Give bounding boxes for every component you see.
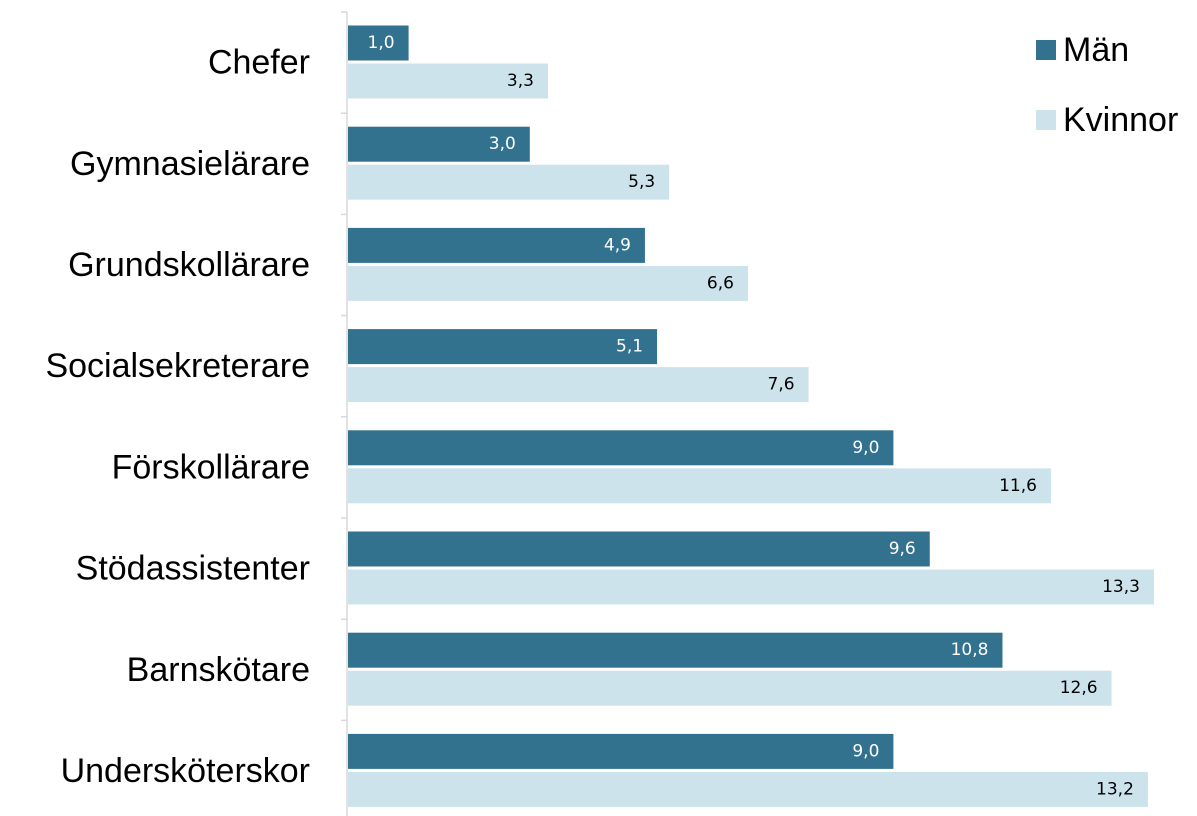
bar-kvinnor [348, 367, 809, 403]
bar-kvinnor [348, 265, 748, 301]
category-label: Gymnasielärare [70, 145, 310, 183]
data-label: 13,2 [1096, 779, 1134, 799]
bar-man [348, 733, 894, 769]
data-label: 7,6 [768, 375, 795, 395]
data-label: 6,6 [707, 273, 734, 293]
data-label: 1,0 [368, 33, 395, 53]
data-label: 9,0 [852, 741, 879, 761]
legend: Män Kvinnor [1036, 31, 1178, 139]
category-label: Förskollärare [112, 448, 310, 486]
axis-layer [341, 11, 348, 816]
category-label: Undersköterskor [61, 752, 310, 790]
legend-label: Män [1063, 31, 1129, 69]
bar-man [348, 329, 658, 365]
data-label: 9,6 [889, 539, 916, 559]
data-label: 5,1 [616, 337, 643, 357]
data-label: 11,6 [999, 476, 1037, 496]
bar-kvinnor [348, 569, 1154, 605]
data-label: 3,0 [489, 134, 516, 154]
category-label: Chefer [208, 44, 310, 82]
bar-man [348, 531, 930, 567]
bar-kvinnor [348, 63, 548, 99]
bar-kvinnor [348, 670, 1112, 706]
bar-kvinnor [348, 468, 1051, 504]
legend-swatch [1036, 40, 1056, 60]
data-label: 13,3 [1102, 577, 1140, 597]
bars-layer [348, 25, 1154, 807]
category-label: Barnskötare [127, 651, 310, 689]
bar-man [348, 227, 645, 263]
data-label: 12,6 [1060, 678, 1098, 698]
data-label: 4,9 [604, 235, 631, 255]
bar-kvinnor [348, 771, 1148, 807]
category-label: Socialsekreterare [45, 347, 310, 385]
labels-layer: Chefer 1,0 3,3 Gymnasielärare 3,0 5,3 Grundsko… [45, 33, 1140, 799]
data-label: 9,0 [852, 438, 879, 458]
data-label: 10,8 [951, 640, 989, 660]
bar-man [348, 632, 1003, 668]
bar-man [348, 126, 530, 162]
category-label: Stödassistenter [76, 550, 310, 588]
bar-man [348, 430, 894, 466]
category-label: Grundskollärare [68, 246, 310, 284]
data-label: 3,3 [507, 71, 534, 91]
legend-swatch [1036, 110, 1056, 130]
legend-label: Kvinnor [1063, 101, 1178, 139]
bar-kvinnor [348, 164, 670, 200]
data-label: 5,3 [628, 172, 655, 192]
bar-man [348, 25, 409, 61]
